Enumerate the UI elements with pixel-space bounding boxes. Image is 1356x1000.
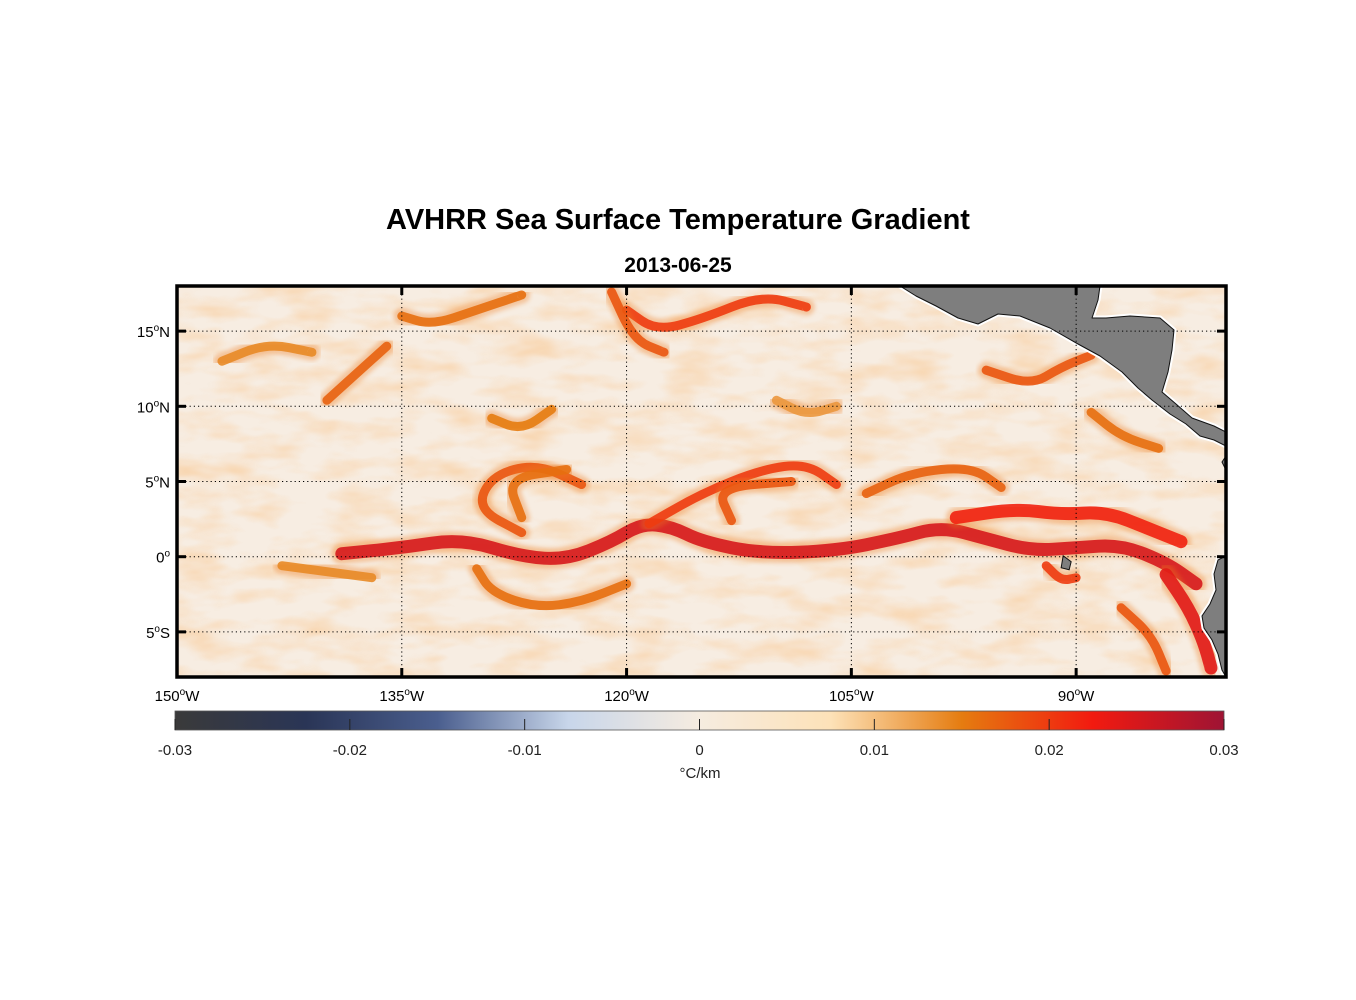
front-north-filament-5 [217, 341, 317, 366]
degree-symbol: o [154, 398, 160, 409]
gradient-texture [177, 286, 1226, 677]
colorbar: -0.03 -0.02 -0.01 0 0.01 0.02 0.03 °C/km [158, 710, 1239, 782]
colorbar-tick-label: 0 [695, 742, 703, 759]
y-tick-label: 5oN [145, 474, 170, 492]
y-tick-hemisphere: N [159, 475, 170, 492]
degree-symbol: o [154, 474, 160, 485]
degree-symbol: o [1075, 687, 1081, 698]
chart-title: AVHRR Sea Surface Temperature Gradient [386, 204, 970, 236]
y-tick-label: 10oN [137, 398, 170, 416]
colorbar-label: °C/km [680, 765, 721, 782]
front-tropical-wave-3 [861, 464, 1006, 498]
front-tropical-wave-4 [949, 503, 1188, 549]
front-tropical-wave-2-inner [718, 477, 796, 526]
x-tick-hemisphere: W [410, 688, 425, 705]
colorbar-ticks: -0.03 -0.02 -0.01 0 0.01 0.02 0.03 [158, 719, 1239, 759]
x-tick-label: 105oW [829, 687, 875, 705]
south-america-outline [1201, 555, 1226, 677]
front-south-west-filament [277, 561, 377, 583]
x-tick-degree: 150 [155, 688, 180, 705]
front-north-filament-6 [487, 404, 557, 432]
colorbar-tick-label: -0.01 [508, 742, 542, 759]
x-tick-degree: 135 [379, 688, 404, 705]
x-tick-hemisphere: W [1080, 688, 1095, 705]
x-tick-hemisphere: W [185, 688, 200, 705]
y-tick-degree: 15 [137, 324, 154, 341]
y-tick-degree: 5 [146, 625, 154, 642]
colorbar-tick-label: -0.03 [158, 742, 192, 759]
front-north-filament-2 [397, 290, 527, 327]
front-north-filament-3 [622, 294, 811, 332]
y-tick-degree: 5 [145, 475, 153, 492]
longitude-labels: 150oW 135oW 120oW 105oW 90oW [155, 687, 1096, 705]
island-markers [1060, 554, 1072, 571]
front-filaments [213, 286, 1222, 677]
y-tick-label: 0o [156, 549, 170, 567]
front-southern-cusp [472, 564, 632, 611]
x-tick-label: 150oW [155, 687, 201, 705]
front-tropical-wave-1-inner [508, 465, 572, 523]
land-masses [897, 286, 1226, 677]
front-south-east-filament-1 [1159, 568, 1218, 675]
colorbar-tick-label: 0.02 [1035, 742, 1064, 759]
central-america-outline [899, 286, 1226, 447]
front-tropical-wave-2 [644, 461, 841, 529]
front-coastal-front-2 [1086, 407, 1164, 453]
chart-subtitle: 2013-06-25 [624, 254, 732, 277]
x-tick-hemisphere: W [860, 688, 875, 705]
y-tick-hemisphere: N [159, 399, 170, 416]
colorbar-tick-label: -0.02 [333, 742, 367, 759]
gridlines [177, 286, 1226, 677]
degree-symbol: o [154, 323, 160, 334]
x-tick-label: 120oW [604, 687, 650, 705]
degree-symbol: o [404, 687, 410, 698]
y-tick-degree: 0 [156, 550, 164, 567]
degree-symbol: o [164, 549, 170, 560]
degree-symbol: o [854, 687, 860, 698]
x-tick-hemisphere: W [635, 688, 650, 705]
front-south-east-filament-2 [1116, 603, 1171, 676]
y-tick-label: 15oN [137, 323, 170, 341]
x-tick-label: 90oW [1058, 687, 1095, 705]
y-tick-hemisphere: N [159, 324, 170, 341]
front-galapagos-front [1041, 561, 1081, 585]
degree-symbol: o [180, 687, 186, 698]
x-tick-label: 135oW [379, 687, 425, 705]
y-tick-degree: 10 [137, 399, 154, 416]
degree-symbol: o [154, 624, 160, 635]
y-tick-label: 5oS [146, 624, 170, 642]
y-tick-hemisphere: S [160, 625, 170, 642]
map-area [177, 286, 1226, 677]
x-tick-degree: 90 [1058, 688, 1075, 705]
front-mid-filament [771, 395, 841, 417]
degree-symbol: o [629, 687, 635, 698]
front-coastal-front [981, 350, 1096, 386]
island-galapagos [1060, 554, 1072, 571]
x-tick-degree: 105 [829, 688, 854, 705]
front-north-filament-4 [607, 287, 669, 357]
front-north-filament-1 [322, 341, 392, 405]
front-equatorial-front [335, 518, 1203, 591]
x-tick-degree: 120 [604, 688, 629, 705]
colorbar-tick-label: 0.03 [1209, 742, 1238, 759]
colorbar-tick-label: 0.01 [860, 742, 889, 759]
axis-ticks [175, 286, 1226, 677]
